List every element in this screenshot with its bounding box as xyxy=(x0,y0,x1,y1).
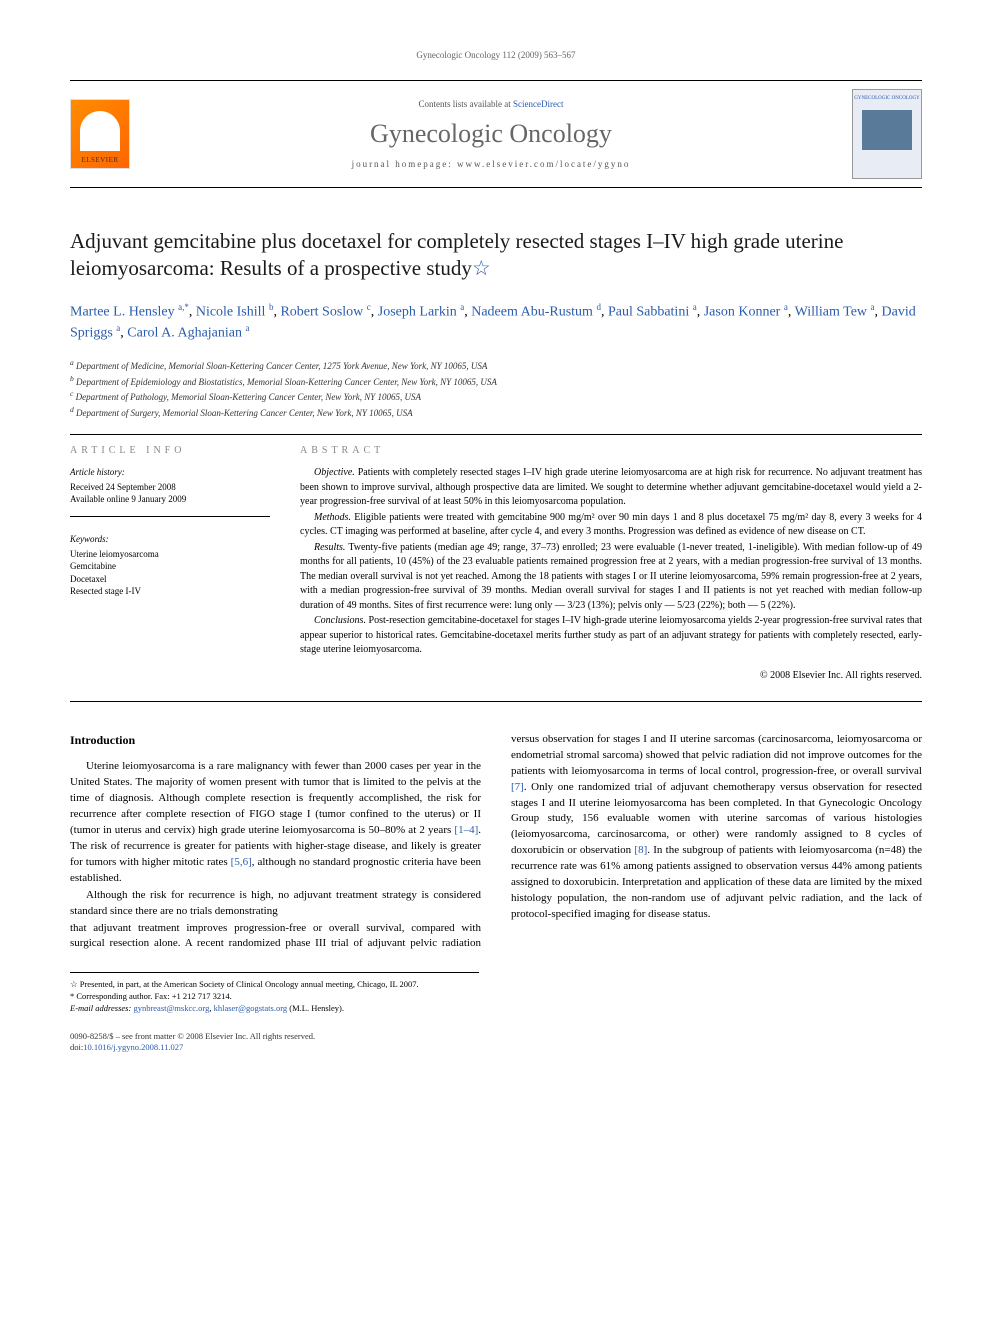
affiliation: a Department of Medicine, Memorial Sloan… xyxy=(70,358,922,373)
keywords-block: Keywords: Uterine leiomyosarcoma Gemcita… xyxy=(70,533,270,608)
body-paragraph: Uterine leiomyosarcoma is a rare maligna… xyxy=(70,759,481,887)
keyword: Gemcitabine xyxy=(70,560,270,573)
presented-footnote: ☆ Presented, in part, at the American So… xyxy=(70,979,479,991)
title-footnote-mark: ☆ xyxy=(472,256,491,280)
objective-text: Patients with completely resected stages… xyxy=(300,467,922,507)
online-date: Available online 9 January 2009 xyxy=(70,493,270,506)
abstract-copyright: © 2008 Elsevier Inc. All rights reserved… xyxy=(300,670,922,681)
sciencedirect-link[interactable]: ScienceDirect xyxy=(513,99,563,109)
cover-image-icon xyxy=(862,110,912,150)
elsevier-logo: ELSEVIER xyxy=(70,99,130,169)
footnotes: ☆ Presented, in part, at the American So… xyxy=(70,972,479,1015)
history-label: Article history: xyxy=(70,466,270,479)
keywords-label: Keywords: xyxy=(70,533,270,546)
objective-label: Objective. xyxy=(314,467,355,478)
corresponding-footnote: * Corresponding author. Fax: +1 212 717 … xyxy=(70,991,479,1003)
authors-list: Martee L. Hensley a,*, Nicole Ishill b, … xyxy=(70,301,922,344)
title-text: Adjuvant gemcitabine plus docetaxel for … xyxy=(70,229,843,280)
affiliation: c Department of Pathology, Memorial Sloa… xyxy=(70,389,922,404)
author-link[interactable]: Carol A. Aghajanian xyxy=(127,326,242,341)
footer: 0090-8258/$ – see front matter © 2008 El… xyxy=(70,1031,922,1053)
journal-name: Gynecologic Oncology xyxy=(145,119,837,149)
article-info-heading: ARTICLE INFO xyxy=(70,445,270,456)
citation-link[interactable]: [8] xyxy=(634,844,647,856)
affiliations: a Department of Medicine, Memorial Sloan… xyxy=(70,358,922,435)
article-history: Article history: Received 24 September 2… xyxy=(70,466,270,517)
abstract-text: Objective. Patients with completely rese… xyxy=(300,466,922,658)
citation-link[interactable]: [1–4] xyxy=(454,824,478,836)
homepage-url[interactable]: www.elsevier.com/locate/ygyno xyxy=(457,159,630,169)
author-link[interactable]: Nadeem Abu-Rustum xyxy=(471,304,593,319)
author-link[interactable]: William Tew xyxy=(795,304,867,319)
author-link[interactable]: Joseph Larkin xyxy=(378,304,457,319)
author-link[interactable]: Jason Konner xyxy=(704,304,781,319)
abstract-heading: ABSTRACT xyxy=(300,445,922,456)
article-body: Introduction Uterine leiomyosarcoma is a… xyxy=(70,732,922,953)
introduction-heading: Introduction xyxy=(70,732,481,749)
keyword: Docetaxel xyxy=(70,573,270,586)
email-link[interactable]: gynbreast@mskcc.org xyxy=(133,1003,209,1013)
email-link[interactable]: khlaser@gogstats.org xyxy=(214,1003,288,1013)
article-title: Adjuvant gemcitabine plus docetaxel for … xyxy=(70,228,922,283)
journal-cover-thumbnail: GYNECOLOGIC ONCOLOGY xyxy=(852,89,922,179)
keyword: Resected stage I-IV xyxy=(70,585,270,598)
methods-text: Eligible patients were treated with gemc… xyxy=(300,512,922,538)
journal-homepage: journal homepage: www.elsevier.com/locat… xyxy=(145,159,837,169)
methods-label: Methods. xyxy=(314,512,351,523)
keyword: Uterine leiomyosarcoma xyxy=(70,548,270,561)
received-date: Received 24 September 2008 xyxy=(70,481,270,494)
cover-title: GYNECOLOGIC ONCOLOGY xyxy=(854,96,919,102)
running-header: Gynecologic Oncology 112 (2009) 563–567 xyxy=(70,50,922,60)
conclusions-text: Post-resection gemcitabine-docetaxel for… xyxy=(300,615,922,655)
author-link[interactable]: Paul Sabbatini xyxy=(608,304,689,319)
front-matter-line: 0090-8258/$ – see front matter © 2008 El… xyxy=(70,1031,922,1042)
results-label: Results. xyxy=(314,542,345,553)
journal-banner: ELSEVIER Contents lists available at Sci… xyxy=(70,80,922,188)
elsevier-tree-icon xyxy=(80,111,120,151)
affiliation: b Department of Epidemiology and Biostat… xyxy=(70,374,922,389)
doi-label: doi: xyxy=(70,1042,83,1052)
author-link[interactable]: Robert Soslow xyxy=(280,304,363,319)
body-paragraph: Although the risk for recurrence is high… xyxy=(70,888,481,920)
author-link[interactable]: Nicole Ishill xyxy=(196,304,266,319)
author-link[interactable]: Martee L. Hensley xyxy=(70,304,175,319)
homepage-label: journal homepage: xyxy=(352,159,457,169)
conclusions-label: Conclusions. xyxy=(314,615,366,626)
citation-link[interactable]: [7] xyxy=(511,781,524,793)
citation-link[interactable]: [5,6] xyxy=(231,856,252,868)
results-text: Twenty-five patients (median age 49; ran… xyxy=(300,542,922,611)
elsevier-text: ELSEVIER xyxy=(81,156,118,164)
contents-available-line: Contents lists available at ScienceDirec… xyxy=(145,99,837,109)
email-footnote: E-mail addresses: gynbreast@mskcc.org, k… xyxy=(70,1003,479,1015)
contents-prefix: Contents lists available at xyxy=(419,99,513,109)
affiliation: d Department of Surgery, Memorial Sloan-… xyxy=(70,405,922,420)
doi-link[interactable]: 10.1016/j.ygyno.2008.11.027 xyxy=(83,1042,183,1052)
